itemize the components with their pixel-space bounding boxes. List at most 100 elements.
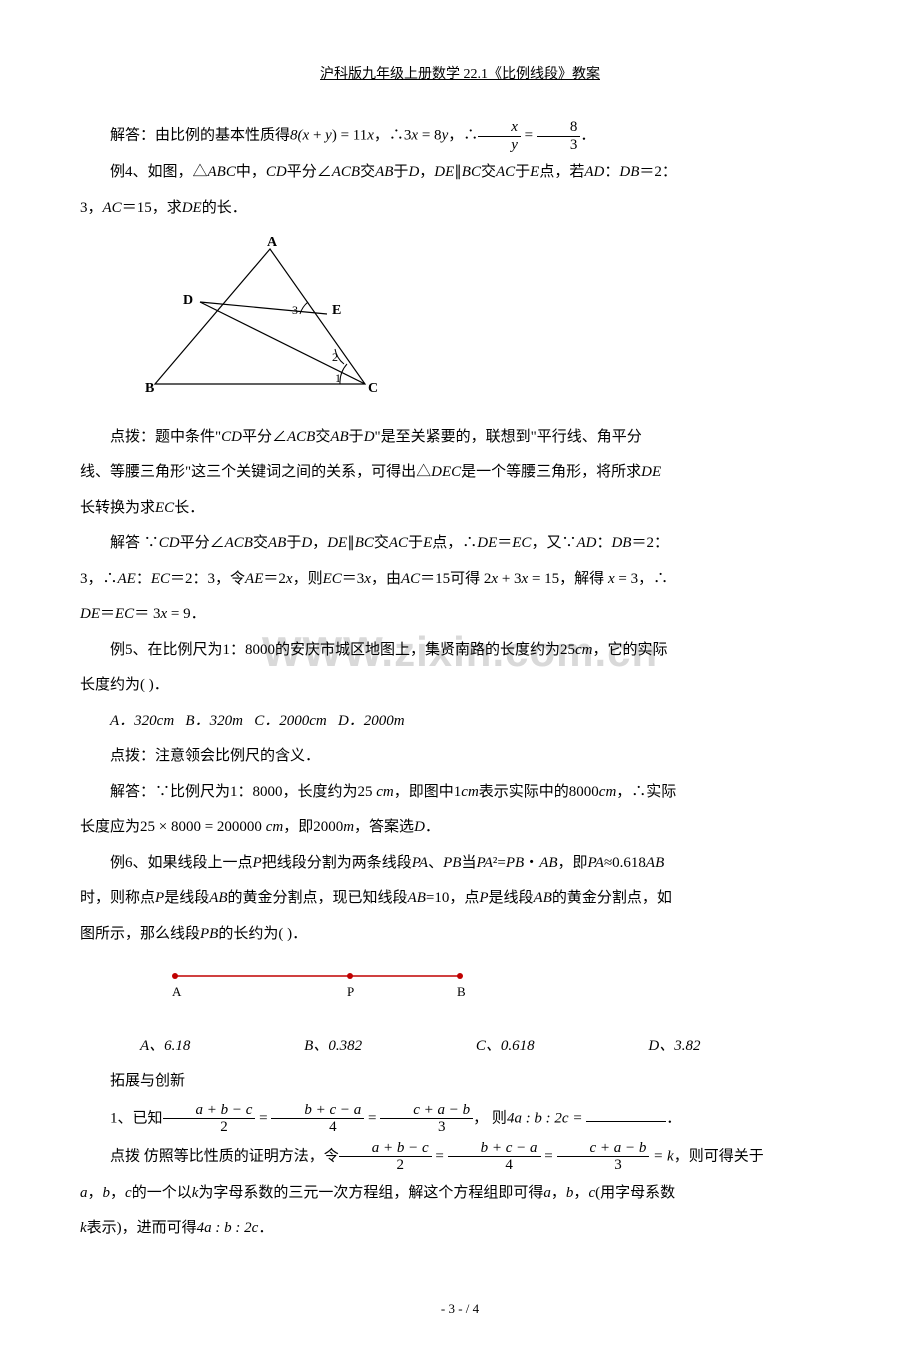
t: 于: [349, 429, 364, 445]
hint5: 点拨：注意领会比例尺的含义．: [80, 741, 840, 773]
m: PA: [476, 855, 492, 871]
m: P: [479, 890, 488, 906]
t: (用字母系数: [595, 1185, 675, 1201]
solution4: 解答 ∵CD平分∠ACB交AB于D，DE∥BC交AC于E点，∴DE＝EC，又∵A…: [80, 528, 840, 560]
m: PB: [200, 926, 218, 942]
m: E: [530, 164, 539, 180]
t: 表示实际中的8000: [479, 784, 599, 800]
m: AB: [330, 429, 348, 445]
m: ABC: [208, 164, 236, 180]
t: ，: [88, 1185, 103, 1201]
page-header: 沪科版九年级上册数学 22.1《比例线段》教案: [80, 60, 840, 89]
t: 是线段: [164, 890, 209, 906]
den: 2: [163, 1119, 256, 1136]
t: 中，: [236, 164, 266, 180]
t: ²=: [493, 855, 506, 871]
t: "是至关紧要的，联想到"平行线、角平分: [375, 429, 642, 445]
t: ，即: [558, 855, 588, 871]
m: AC: [401, 571, 420, 587]
m: x: [286, 571, 293, 587]
t: ，又∵: [531, 535, 576, 551]
t: 于: [393, 164, 408, 180]
t: 平分∠: [180, 535, 225, 551]
example4: 例4、如图，△ABC中，CD平分∠ACB交AB于D，DE∥BC交AC于E点，若A…: [80, 157, 840, 189]
example6-line3: 图所示，那么线段PB的长约为( )．: [80, 919, 840, 951]
m: 4a : b : 2c =: [507, 1110, 586, 1126]
svg-text:1: 1: [335, 371, 341, 385]
t: ，则: [293, 571, 323, 587]
m: =: [432, 1148, 448, 1164]
m: AB: [209, 890, 227, 906]
m: +: [309, 128, 325, 144]
m: D: [364, 429, 375, 445]
t: ≈0.618: [604, 855, 646, 871]
m: a: [80, 1185, 88, 1201]
u: m: [394, 713, 405, 729]
t: ＝2：: [639, 164, 677, 180]
example6-options: A、6.18 B、0.382 C、0.618 D、3.82: [80, 1031, 840, 1063]
t: =10，点: [426, 890, 479, 906]
m: =: [364, 1110, 380, 1126]
t: 线、等腰三角形"这三个关键词之间的关系，可得出△: [80, 464, 431, 480]
t: ．: [425, 819, 440, 835]
t: 时，则称点: [80, 890, 155, 906]
m: =: [521, 128, 537, 144]
t: ．: [580, 128, 595, 144]
t: ，∴: [448, 128, 478, 144]
m: x: [604, 571, 614, 587]
m: cm: [266, 819, 284, 835]
m: = 15: [528, 571, 559, 587]
t: ，∴: [374, 128, 404, 144]
m: P: [155, 890, 164, 906]
u: cm: [309, 713, 327, 729]
num: 8: [537, 119, 581, 137]
m: AD: [576, 535, 596, 551]
t: ＝2: [263, 571, 286, 587]
t: ， 则: [473, 1110, 507, 1126]
m: EC: [151, 571, 170, 587]
m: = 9: [167, 606, 190, 622]
blank-input[interactable]: [586, 1106, 666, 1122]
m: cm: [599, 784, 617, 800]
t: 交: [374, 535, 389, 551]
m: DE: [434, 164, 454, 180]
m: AE: [118, 571, 136, 587]
t: 的长．: [202, 200, 247, 216]
hint: 点拨：题中条件"CD平分∠ACB交AB于D"是至关紧要的，联想到"平行线、角平分: [80, 422, 840, 454]
t: ，∴: [638, 571, 668, 587]
svg-text:D: D: [183, 293, 193, 308]
num: x: [478, 119, 521, 137]
num: c + a − b: [557, 1140, 650, 1158]
t: ＝2：3，令: [170, 571, 245, 587]
t: 点拨：题中条件": [110, 429, 221, 445]
opt-c: C．2000: [254, 713, 309, 729]
t: 表示)，进而可得: [87, 1220, 197, 1236]
m: cm: [376, 784, 394, 800]
t: ＝15，求: [122, 200, 182, 216]
example5-line2: 长度约为( )．: [80, 670, 840, 702]
m: AB: [268, 535, 286, 551]
m: cm: [575, 642, 593, 658]
m: + 3: [498, 571, 521, 587]
den: 2: [339, 1157, 432, 1174]
num: b + c − a: [448, 1140, 541, 1158]
m: ACB: [287, 429, 315, 445]
m: ACB: [225, 535, 253, 551]
segment-diagram: A P B: [160, 964, 840, 1017]
m: AC: [496, 164, 515, 180]
den: 3: [537, 137, 581, 154]
m: 2: [480, 571, 491, 587]
t: 交: [360, 164, 375, 180]
solution5: 解答：∵比例尺为1：8000，长度约为25 cm，即图中1cm表示实际中的800…: [80, 777, 840, 809]
num: b + c − a: [271, 1102, 364, 1120]
t: 例6、如果线段上一点: [110, 855, 253, 871]
t: ＝15可得: [420, 571, 480, 587]
t: 的黄金分割点，现已知线段: [228, 890, 408, 906]
t: 平分∠: [287, 164, 332, 180]
m: = 3: [615, 571, 638, 587]
example5: 例5、在比例尺为1：8000的安庆市城区地图上，集贤南路的长度约为25cm，它的…: [80, 635, 840, 667]
hint-q1: 点拨 仿照等比性质的证明方法，令a + b − c2 = b + c − a4 …: [80, 1140, 840, 1174]
t: 例4、如图，△: [110, 164, 208, 180]
m: P: [253, 855, 262, 871]
m: BC: [355, 535, 374, 551]
